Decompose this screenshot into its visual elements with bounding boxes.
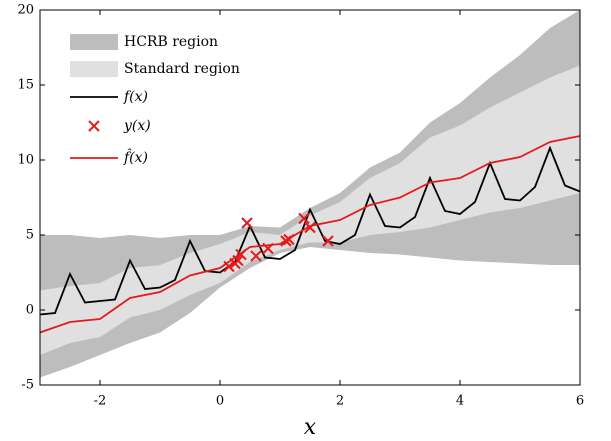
plot-frame [39, 9, 581, 386]
marker [298, 212, 310, 225]
legend-swatch [88, 120, 100, 132]
marker [304, 221, 316, 234]
legend-swatch [70, 34, 118, 50]
legend-label: y(x) [123, 118, 151, 134]
plot-area [40, 10, 580, 378]
x-axis-label: x [304, 415, 317, 440]
marker [322, 235, 334, 247]
y-tick-label: 15 [17, 78, 34, 93]
x-tick-label: 6 [576, 394, 584, 409]
y-tick-label: -5 [21, 378, 34, 393]
x-tick-label: -2 [94, 394, 107, 409]
legend-label: f(x) [123, 89, 148, 105]
marker [241, 217, 253, 229]
legend-swatch [70, 61, 118, 77]
y-tick-label: 20 [17, 3, 34, 18]
line [40, 135, 580, 334]
y-tick-label: 0 [26, 303, 34, 318]
legend-label: f̂(x) [123, 148, 148, 166]
legend-box [58, 26, 278, 173]
y-tick-label: 5 [26, 228, 34, 243]
band [40, 65, 580, 355]
x-tick-label: 2 [336, 394, 344, 409]
y-tick-label: 10 [17, 153, 34, 168]
marker [250, 250, 262, 262]
x-tick-label: 4 [456, 394, 464, 409]
x-tick-label: 0 [216, 394, 224, 409]
legend-label: HCRB region [124, 34, 218, 50]
legend-label: Standard region [124, 61, 240, 77]
